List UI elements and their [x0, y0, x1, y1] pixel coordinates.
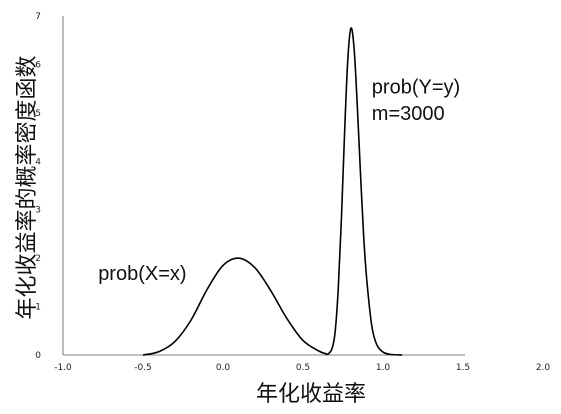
- x-tick-label: 0.0: [216, 363, 231, 373]
- y-tick-label: 1: [35, 303, 41, 313]
- y-tick-label: 7: [35, 12, 41, 22]
- x-tick-label: 0.5: [296, 363, 310, 373]
- x-tick-label: -0.5: [134, 363, 152, 373]
- y-tick-label: 2: [35, 254, 41, 264]
- annotation-label: prob(Y=y): [372, 76, 460, 98]
- y-tick-label: 3: [35, 206, 41, 216]
- annotations: prob(X=x) prob(Y=y) m=3000: [98, 76, 460, 284]
- annotation-label: m=3000: [372, 103, 445, 125]
- x-tick-label: -1.0: [54, 363, 72, 373]
- x-axis-title: 年化收益率: [256, 382, 366, 407]
- series-curve-x: [142, 257, 328, 356]
- y-tick-label: 4: [35, 157, 41, 167]
- y-tick-label: 6: [35, 60, 41, 70]
- x-tick-labels: -1.0 -0.5 0.0 0.5 1.0 1.5 2.0: [54, 363, 550, 373]
- annotation-label: prob(X=x): [98, 263, 186, 285]
- series-curve-y: [326, 27, 403, 356]
- y-tick-label: 5: [35, 109, 41, 119]
- y-tick-labels: 0 1 2 3 4 5 6 7: [35, 12, 41, 361]
- axes: [62, 16, 465, 356]
- x-tick-label: 1.0: [376, 363, 391, 373]
- y-tick-label: 0: [35, 351, 41, 361]
- curves: [142, 27, 403, 356]
- x-tick-label: 2.0: [536, 363, 551, 373]
- x-tick-label: 1.5: [456, 363, 470, 373]
- y-axis-title: 年化收益率的概率密度函数: [15, 55, 40, 319]
